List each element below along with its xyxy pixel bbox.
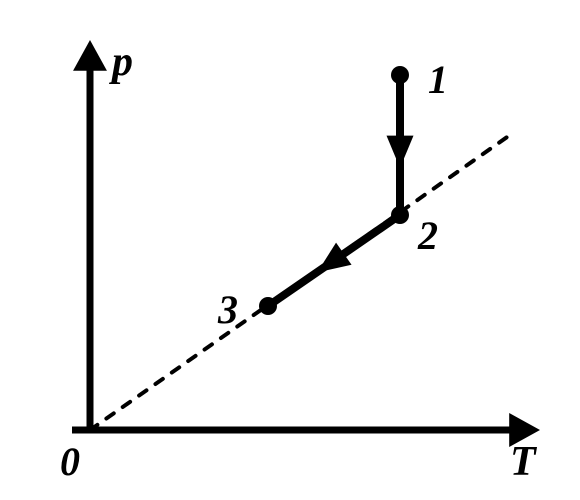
point-2 <box>391 206 409 224</box>
point-3 <box>259 297 277 315</box>
arrow-1-2 <box>387 136 414 168</box>
chart-svg <box>0 0 580 500</box>
y-axis-arrowhead <box>73 40 107 71</box>
point-3-label: 3 <box>218 286 238 333</box>
pt-diagram: p T 0 1 2 3 <box>0 0 580 500</box>
origin-label: 0 <box>60 438 80 485</box>
point-1 <box>391 66 409 84</box>
point-1-label: 1 <box>428 56 448 103</box>
point-2-label: 2 <box>418 212 438 259</box>
y-axis-label: p <box>112 38 133 86</box>
x-axis-label: T <box>510 438 536 486</box>
